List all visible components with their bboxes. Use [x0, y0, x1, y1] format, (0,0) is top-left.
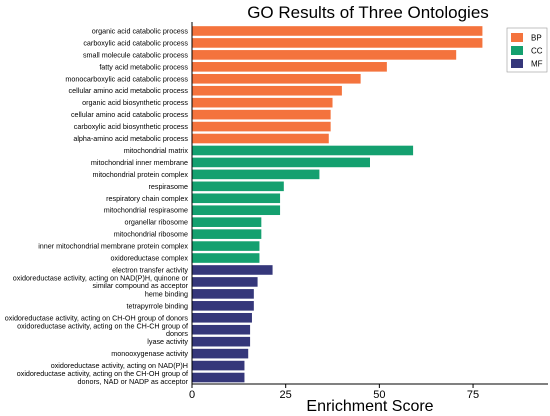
category-label: oxidoreductase complex: [110, 254, 188, 263]
bar-bp-2: [192, 50, 457, 60]
category-label: cellular amino acid metabolic process: [69, 86, 189, 95]
bar-bp-6: [192, 97, 333, 108]
bar-mf-0: [192, 265, 273, 275]
x-tick-label: 50: [373, 389, 385, 401]
bar-cc-7: [192, 229, 262, 239]
category-label: organic acid catabolic process: [92, 26, 189, 35]
bar-cc-4: [192, 193, 281, 204]
category-label: mitochondrial respirasome: [104, 206, 188, 215]
category-label: tetrapyrrole binding: [126, 301, 188, 310]
category-label: mitochondrial matrix: [124, 146, 189, 155]
x-tick-group: 0 25 50 75: [189, 384, 479, 401]
bar-mf-7: [192, 348, 249, 359]
legend-label-mf: MF: [531, 60, 543, 69]
category-label: heme binding: [145, 289, 188, 298]
bar-mf-9: [192, 372, 245, 383]
bar-mf-3: [192, 301, 254, 311]
bar-cc-6: [192, 217, 262, 227]
bar-bp-5: [192, 85, 342, 96]
legend-swatch-mf: [511, 59, 523, 68]
category-label: oxidoreductase activity, acting on the C…: [17, 369, 189, 386]
legend-label-cc: CC: [531, 47, 543, 56]
category-label: inner mitochondrial membrane protein com…: [38, 242, 188, 251]
category-label: small molecule catabolic process: [83, 50, 188, 59]
bar-bp-8: [192, 121, 331, 132]
bar-mf-2: [192, 289, 254, 299]
bar-bp-4: [192, 73, 361, 84]
bar-cc-5: [192, 205, 281, 216]
bar-mf-6: [192, 336, 251, 347]
x-tick-label: 25: [280, 389, 292, 401]
category-label: fatty acid metabolic process: [99, 62, 188, 71]
legend-swatch-cc: [511, 46, 523, 55]
category-label: alpha-amino acid metabolic process: [73, 134, 188, 143]
category-label-group: organic acid catabolic process carboxylic…: [5, 26, 189, 385]
category-label: mitochondrial inner membrane: [91, 158, 188, 167]
bar-bp-0: [192, 26, 483, 36]
bar-cc-2: [192, 169, 320, 180]
category-label: organic acid biosynthetic process: [82, 98, 188, 107]
x-axis-label: Enrichment Score: [306, 398, 433, 415]
bar-cc-0: [192, 145, 414, 156]
bar-cc-9: [192, 253, 260, 263]
category-label: monooxygenase activity: [111, 349, 188, 358]
chart-title: GO Results of Three Ontologies: [247, 3, 489, 22]
category-label: carboxylic acid catabolic process: [83, 38, 188, 47]
bar-bp-1: [192, 38, 483, 48]
x-tick-label: 0: [189, 389, 195, 401]
category-label: oxidoreductase activity, acting on NAD(P…: [51, 361, 188, 370]
bar-cc-1: [192, 157, 370, 168]
bar-mf-8: [192, 360, 245, 371]
category-label: oxidoreductase activity, acting on CH-OH…: [5, 313, 189, 322]
bar-bp-3: [192, 62, 387, 72]
category-label: oxidoreductase activity, acting on the C…: [17, 321, 188, 338]
bar-mf-5: [192, 324, 251, 335]
category-label: oxidoreductase activity, acting on NAD(P…: [13, 274, 189, 291]
category-label: respiratory chain complex: [106, 194, 188, 203]
category-label: carboxylic acid biosynthetic process: [74, 122, 189, 131]
category-label: mitochondrial ribosome: [114, 230, 188, 239]
category-label: mitochondrial protein complex: [93, 170, 189, 179]
bar-bp-9: [192, 133, 329, 144]
category-label: electron transfer activity: [112, 265, 188, 274]
x-tick-label: 75: [467, 389, 479, 401]
category-label: organellar ribosome: [124, 218, 188, 227]
category-label: lyase activity: [147, 337, 188, 346]
bar-bp-7: [192, 109, 331, 120]
bar-group: [192, 26, 483, 383]
category-label: monocarboxylic acid catabolic process: [65, 74, 188, 83]
legend: BP CC MF: [506, 27, 548, 73]
bar-cc-8: [192, 241, 260, 251]
category-label: respirasome: [148, 182, 188, 191]
category-label: cellular amino acid catabolic process: [71, 110, 188, 119]
legend-swatch-bp: [511, 33, 523, 42]
bar-mf-4: [192, 312, 252, 323]
legend-label-bp: BP: [531, 34, 542, 43]
bar-mf-1: [192, 277, 258, 287]
bar-cc-3: [192, 181, 284, 192]
